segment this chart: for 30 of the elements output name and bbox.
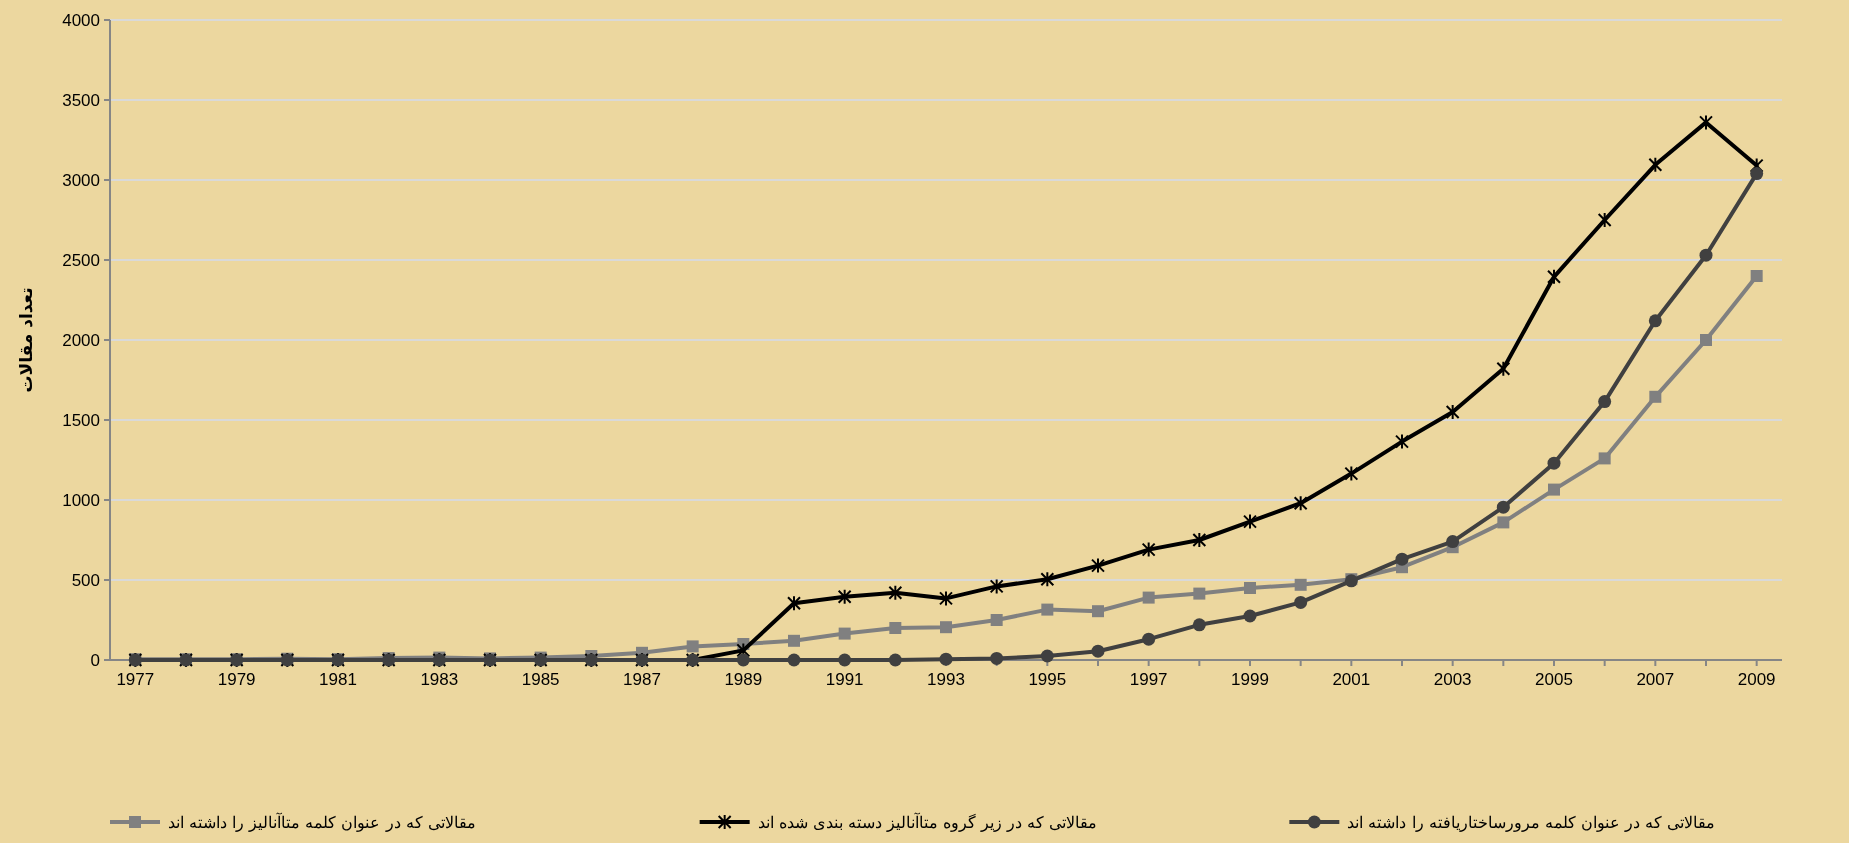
y-tick-label: 3500 [62, 91, 100, 110]
y-axis-title: تعداد مقالات [16, 287, 36, 393]
x-tick-label: 1987 [623, 670, 661, 689]
x-tick-label: 1981 [319, 670, 357, 689]
y-tick-label: 500 [71, 571, 100, 590]
legend-label: مقالاتی که در عنوان کلمه مرورساختاریافته را داشته اند [1347, 813, 1716, 832]
x-tick-label: 2007 [1636, 670, 1675, 689]
y-tick-label: 2000 [62, 331, 100, 350]
y-tick-label: 1500 [62, 411, 100, 430]
x-tick-label: 1999 [1231, 670, 1269, 689]
x-tick-label: 1991 [825, 670, 864, 689]
x-tick-label: 2009 [1737, 670, 1776, 689]
x-tick-label: 1983 [420, 670, 459, 689]
x-tick-label: 2001 [1332, 670, 1371, 689]
x-tick-label: 1977 [116, 670, 155, 689]
x-tick-label: 1997 [1129, 670, 1168, 689]
y-tick-label: 1000 [62, 491, 100, 510]
x-tick-label: 1979 [217, 670, 256, 689]
legend-label: مقالاتی که در عنوان کلمه متاآنالیز را داشته اند [168, 812, 476, 832]
x-tick-label: 1989 [724, 670, 763, 689]
y-tick-label: 4000 [62, 11, 100, 30]
x-tick-label: 2003 [1433, 670, 1472, 689]
y-tick-label: 0 [90, 651, 100, 670]
x-tick-label: 2005 [1535, 670, 1573, 689]
y-tick-label: 3000 [62, 171, 100, 190]
y-tick-label: 2500 [62, 251, 100, 270]
x-tick-label: 1995 [1028, 670, 1067, 689]
legend-label: مقالاتی که در زیر گروه متاآنالیز دسته بندی شده اند [757, 812, 1098, 832]
x-tick-label: 1993 [927, 670, 965, 689]
x-tick-label: 1985 [521, 670, 560, 689]
